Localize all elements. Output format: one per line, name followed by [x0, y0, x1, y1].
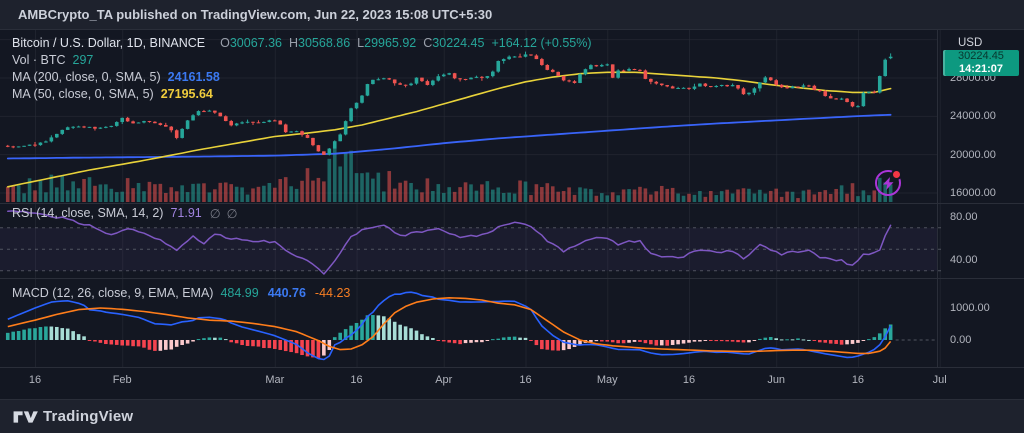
rsi-hidden-plot-icon: ∅	[209, 206, 221, 221]
rsi-pane[interactable]	[0, 204, 945, 278]
tradingview-wordmark[interactable]: TradingView	[43, 408, 134, 425]
ohlc-close-value: 30224.45	[432, 36, 485, 50]
flash-boost-icon[interactable]	[875, 169, 902, 196]
ohlc-high-value: 30568.86	[298, 36, 351, 50]
rsi-grid	[35, 204, 941, 278]
price-scale-border	[937, 30, 938, 367]
time-axis-label: 16	[851, 374, 865, 386]
attribution-text: AMBCrypto_TA published on TradingView.co…	[18, 7, 493, 22]
macd-line	[7, 291, 892, 361]
lightning-bolt-icon	[882, 176, 893, 190]
price-pane[interactable]	[0, 30, 945, 203]
rsi-axis-label: 80.00	[950, 210, 978, 223]
time-axis-label: 16	[350, 374, 363, 386]
price-axis-label: 16000.00	[950, 187, 996, 199]
rsi-label[interactable]: RSI (14, close, SMA, 14, 2)	[12, 206, 164, 220]
macd-pane[interactable]	[0, 279, 945, 367]
time-axis-label: 16	[519, 374, 532, 386]
signal-line	[7, 296, 892, 355]
macd-axis-label: 1000.00	[950, 301, 990, 314]
time-axis-label: Jul	[932, 374, 947, 386]
time-axis-label: Jun	[767, 374, 786, 386]
ma200-row: MA (200, close, 0, SMA, 5) 24161.58	[12, 70, 592, 84]
symbol-title[interactable]: Bitcoin / U.S. Dollar, 1D, BINANCE	[12, 36, 206, 50]
macd-line-value: 440.76	[267, 286, 306, 300]
ma50-value: 27195.64	[160, 87, 213, 101]
rsi-band	[0, 227, 937, 271]
pane-separator[interactable]	[0, 203, 1024, 204]
volume-label[interactable]: Vol · BTC	[12, 53, 66, 67]
ma200-line	[6, 113, 892, 160]
macd-histogram	[5, 315, 893, 358]
candles-layer	[5, 51, 893, 156]
pane-separator[interactable]	[0, 278, 1024, 279]
price-axis-label: 24000.00	[950, 110, 996, 123]
attribution-bar: AMBCrypto_TA published on TradingView.co…	[0, 0, 1024, 30]
rsi-axis-label: 40.00	[950, 253, 978, 266]
bar-countdown: 14:21:07	[958, 63, 1004, 76]
time-axis-label: Apr	[435, 374, 453, 386]
change-value: +164.12 (+0.55%)	[491, 36, 592, 50]
time-axis-label: Feb	[112, 374, 132, 386]
symbol-row: Bitcoin / U.S. Dollar, 1D, BINANCE O 3006…	[12, 36, 592, 50]
ohlc-low-value: 29965.92	[364, 36, 417, 50]
last-price-label: 30224.45 14:21:07	[943, 50, 1019, 77]
tradingview-logo-icon[interactable]	[13, 409, 39, 425]
ma200-label[interactable]: MA (200, close, 0, SMA, 5)	[12, 70, 161, 84]
rsi-line	[7, 210, 892, 275]
ohlc-open-value: 30067.36	[229, 36, 282, 50]
rsi-hidden-plot-icon: ∅	[226, 206, 238, 221]
time-axis-label: 16	[682, 374, 696, 386]
ma50-line	[7, 71, 892, 188]
macd-legend: MACD (12, 26, close, 9, EMA, EMA) 484.99…	[12, 286, 350, 300]
ohlc-close-label: C	[423, 36, 433, 50]
ma200-value: 24161.58	[167, 70, 220, 84]
macd-grid	[35, 279, 941, 367]
time-axis-label: May	[596, 374, 618, 386]
ohlc-open-label: O	[220, 36, 230, 50]
ohlc-high-label: H	[289, 36, 299, 50]
ohlc-low-label: L	[357, 36, 365, 50]
price-axis-label: 20000.00	[950, 148, 996, 161]
macd-label[interactable]: MACD (12, 26, close, 9, EMA, EMA)	[12, 286, 214, 300]
ma50-label[interactable]: MA (50, close, 0, SMA, 5)	[12, 87, 154, 101]
macd-axis-label: 0.00	[950, 333, 972, 346]
pane-separator[interactable]	[0, 367, 1024, 368]
macd-hist-value: 484.99	[220, 286, 259, 300]
volume-layer	[5, 148, 893, 202]
volume-row: Vol · BTC 297	[12, 53, 592, 67]
alert-dot	[891, 169, 902, 180]
ma50-row: MA (50, close, 0, SMA, 5) 27195.64	[12, 87, 592, 101]
main-legend: Bitcoin / U.S. Dollar, 1D, BINANCE O 3006…	[12, 36, 592, 101]
footer-bar: TradingView	[0, 399, 1024, 433]
time-axis-label: Mar	[265, 374, 285, 386]
macd-signal-value: -44.23	[314, 286, 351, 300]
volume-value: 297	[72, 53, 94, 67]
time-axis-label: 16	[28, 374, 42, 386]
rsi-legend: RSI (14, close, SMA, 14, 2) 71.91 ∅ ∅	[12, 206, 244, 221]
last-price-value: 30224.45	[958, 50, 1004, 63]
rsi-value: 71.91	[170, 206, 202, 220]
price-scale-currency[interactable]: USD	[958, 37, 983, 49]
